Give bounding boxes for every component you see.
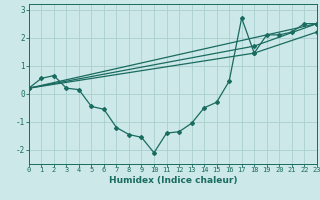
X-axis label: Humidex (Indice chaleur): Humidex (Indice chaleur) <box>108 176 237 185</box>
